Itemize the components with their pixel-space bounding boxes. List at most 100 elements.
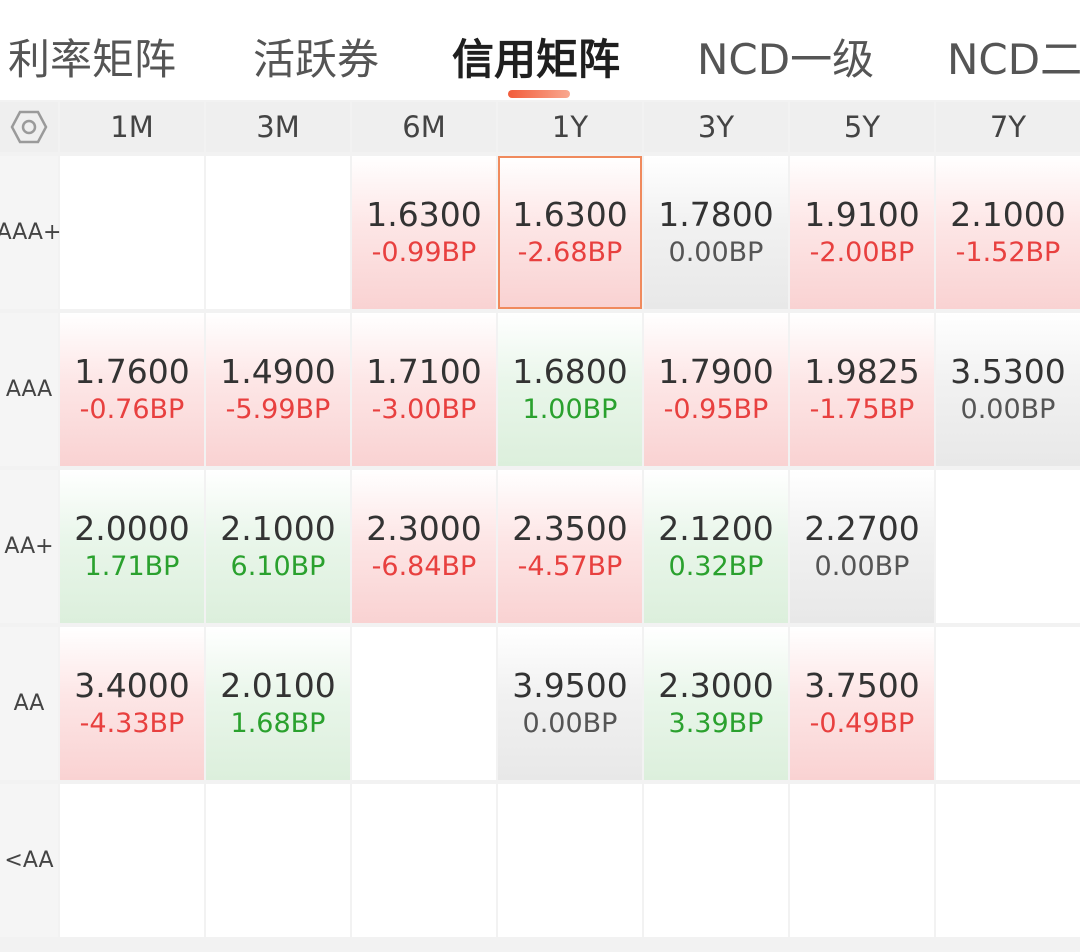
matrix-cell-empty[interactable] <box>352 627 496 780</box>
matrix-cell[interactable]: 1.4900 -5.99BP <box>206 313 350 466</box>
yield-value: 2.2700 <box>804 508 920 548</box>
yield-value: 2.3000 <box>366 508 482 548</box>
tab-bar: 利率矩阵 活跃券 信用矩阵 NCD一级 NCD二 <box>0 0 1080 100</box>
tab-ncd-primary[interactable]: NCD一级 <box>697 35 875 84</box>
yield-change: -1.52BP <box>955 236 1061 268</box>
yield-value: 2.3000 <box>658 665 774 705</box>
yield-change: -0.95BP <box>663 393 769 425</box>
matrix-cell[interactable]: 2.0100 1.68BP <box>206 627 350 780</box>
yield-change: -2.00BP <box>809 236 915 268</box>
matrix-cell[interactable]: 3.9500 0.00BP <box>498 627 642 780</box>
matrix-cell[interactable]: 1.7900 -0.95BP <box>644 313 788 466</box>
yield-value: 2.0000 <box>74 508 190 548</box>
yield-value: 2.1000 <box>220 508 336 548</box>
yield-change: -6.84BP <box>371 550 477 582</box>
row-label: AAA <box>0 313 58 466</box>
matrix-cell[interactable]: 2.0000 1.71BP <box>60 470 204 623</box>
matrix-cell-empty[interactable] <box>644 784 788 937</box>
column-header-5y: 5Y <box>790 102 934 152</box>
row-label: AA <box>0 627 58 780</box>
matrix-cell[interactable]: 1.6800 1.00BP <box>498 313 642 466</box>
yield-value: 1.7800 <box>658 194 774 234</box>
yield-value: 2.3500 <box>512 508 628 548</box>
matrix-cell[interactable]: 1.7100 -3.00BP <box>352 313 496 466</box>
yield-value: 1.6300 <box>366 194 482 234</box>
column-header-1y: 1Y <box>498 102 642 152</box>
yield-value: 3.4000 <box>74 665 190 705</box>
yield-change: -0.99BP <box>371 236 477 268</box>
matrix-cell[interactable]: 3.5300 0.00BP <box>936 313 1080 466</box>
tab-active-bonds[interactable]: 活跃券 <box>253 35 380 84</box>
yield-change: -1.75BP <box>809 393 915 425</box>
matrix-cell-empty[interactable] <box>60 156 204 309</box>
matrix-cell[interactable]: 2.2700 0.00BP <box>790 470 934 623</box>
hexagon-settings-icon[interactable] <box>0 102 58 152</box>
row-label: AA+ <box>0 470 58 623</box>
yield-change: -4.33BP <box>79 707 185 739</box>
matrix-cell-empty[interactable] <box>790 784 934 937</box>
tab-credit-matrix[interactable]: 信用矩阵 <box>452 35 621 84</box>
matrix-cell[interactable]: 2.3000 3.39BP <box>644 627 788 780</box>
matrix-cell-empty[interactable] <box>206 156 350 309</box>
matrix-cell[interactable]: 2.1200 0.32BP <box>644 470 788 623</box>
yield-change: 1.68BP <box>230 707 326 739</box>
yield-value: 1.6300 <box>512 194 628 234</box>
row-label: <AA <box>0 784 58 937</box>
matrix-cell[interactable]: 3.4000 -4.33BP <box>60 627 204 780</box>
yield-change: -4.57BP <box>517 550 623 582</box>
matrix-cell[interactable]: 2.3000 -6.84BP <box>352 470 496 623</box>
matrix-cell[interactable]: 1.6300 -0.99BP <box>352 156 496 309</box>
yield-value: 1.9825 <box>804 351 920 391</box>
yield-change: 0.00BP <box>668 236 764 268</box>
matrix-cell[interactable]: 3.7500 -0.49BP <box>790 627 934 780</box>
yield-value: 3.9500 <box>512 665 628 705</box>
column-header-3m: 3M <box>206 102 350 152</box>
yield-value: 2.1000 <box>950 194 1066 234</box>
tab-rate-matrix[interactable]: 利率矩阵 <box>8 35 177 84</box>
yield-value: 1.4900 <box>220 351 336 391</box>
yield-change: 0.00BP <box>522 707 618 739</box>
matrix-cell[interactable]: 2.3500 -4.57BP <box>498 470 642 623</box>
yield-change: 3.39BP <box>668 707 764 739</box>
matrix-cell-empty[interactable] <box>936 627 1080 780</box>
matrix-cell[interactable]: 1.7600 -0.76BP <box>60 313 204 466</box>
yield-value: 3.7500 <box>804 665 920 705</box>
column-header-7y: 7Y <box>936 102 1080 152</box>
column-header-1m: 1M <box>60 102 204 152</box>
yield-value: 2.1200 <box>658 508 774 548</box>
credit-matrix-table: 1M 3M 6M 1Y 3Y 5Y 7Y AAA +1.6300 -0.99BP 1.6300 -2.… <box>0 100 1080 952</box>
yield-change: 0.00BP <box>960 393 1056 425</box>
matrix-cell-empty[interactable] <box>206 784 350 937</box>
yield-value: 1.7100 <box>366 351 482 391</box>
column-header-3y: 3Y <box>644 102 788 152</box>
matrix-cell[interactable]: 2.1000 6.10BP <box>206 470 350 623</box>
matrix-cell[interactable]: 2.1000 -1.52BP <box>936 156 1080 309</box>
yield-value: 2.0100 <box>220 665 336 705</box>
tab-ncd-secondary[interactable]: NCD二 <box>947 35 1080 84</box>
yield-change: 0.00BP <box>814 550 910 582</box>
matrix-cell-empty[interactable] <box>498 784 642 937</box>
yield-change: -3.00BP <box>371 393 477 425</box>
matrix-cell-empty[interactable] <box>60 784 204 937</box>
yield-change: 1.00BP <box>522 393 618 425</box>
yield-change: 1.71BP <box>84 550 180 582</box>
yield-value: 1.7900 <box>658 351 774 391</box>
yield-change: -5.99BP <box>225 393 331 425</box>
matrix-cell[interactable]: 1.6300 -2.68BP <box>498 156 642 309</box>
yield-change: -0.49BP <box>809 707 915 739</box>
matrix-cell[interactable]: 1.9100 -2.00BP <box>790 156 934 309</box>
matrix-cell[interactable]: 1.7800 0.00BP <box>644 156 788 309</box>
yield-change: 0.32BP <box>668 550 764 582</box>
yield-value: 1.7600 <box>74 351 190 391</box>
matrix-cell-empty[interactable] <box>936 784 1080 937</box>
yield-change: -2.68BP <box>517 236 623 268</box>
yield-value: 3.5300 <box>950 351 1066 391</box>
row-label: AAA + <box>0 156 61 309</box>
yield-value: 1.6800 <box>512 351 628 391</box>
column-header-6m: 6M <box>352 102 496 152</box>
yield-change: 6.10BP <box>230 550 326 582</box>
matrix-cell-empty[interactable] <box>936 470 1080 623</box>
yield-change: -0.76BP <box>79 393 185 425</box>
matrix-cell-empty[interactable] <box>352 784 496 937</box>
matrix-cell[interactable]: 1.9825 -1.75BP <box>790 313 934 466</box>
